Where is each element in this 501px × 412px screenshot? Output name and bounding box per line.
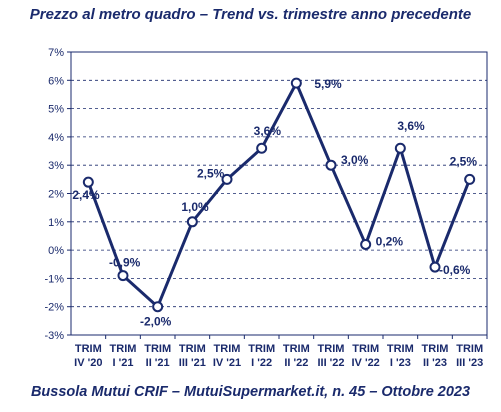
data-point [117,270,129,282]
data-point [256,142,268,154]
y-tick-label: 5% [48,104,64,116]
x-tick-label: III '23 [456,357,483,369]
x-tick-label: TRIM [248,343,275,355]
x-tick-label: TRIM [214,343,241,355]
data-point [464,173,476,185]
data-point [186,216,198,228]
x-tick-label: II '22 [284,357,308,369]
data-point [221,173,233,185]
x-tick-label: TRIM [75,343,102,355]
chart-title: Prezzo al metro quadro – Trend vs. trime… [29,6,472,23]
y-tick-label: 0% [48,245,64,257]
y-tick-label: 7% [48,47,64,59]
data-label: 1,0% [181,200,209,214]
y-tick-label: 3% [48,160,64,172]
data-label: 5,9% [314,77,342,91]
x-tick-label: III '22 [317,357,344,369]
y-tick-label: -3% [44,330,64,342]
x-tick-label: TRIM [110,343,137,355]
data-label: 2,5% [197,166,225,180]
x-tick-label: TRIM [283,343,310,355]
y-tick-label: 6% [48,75,64,87]
data-label: -0,9% [109,256,141,270]
y-tick-label: -2% [44,302,64,314]
data-labels: 2,4% -0,9% -2,0% 1,0% 2,5% 3,6% 5,9% 3,0% 0,2% 3,… [72,77,477,329]
data-label: 3,0% [341,153,369,167]
data-label: 0,2% [376,234,404,248]
x-tick-label: IV '22 [352,357,380,369]
data-label: 3,6% [254,124,282,138]
y-tick-label: 4% [48,132,64,144]
x-tick-label: IV '21 [213,357,241,369]
data-label: -0,6% [439,263,471,277]
data-points [82,77,476,313]
x-tick-label: I '23 [390,357,411,369]
x-tick-label: III '21 [179,357,206,369]
y-tick-labels: -3% -2% -1% 0% 1% 2% 3% 4% 5% 6% 7% [44,47,64,342]
data-point [290,77,302,89]
x-tick-labels: TRIM IV '20 TRIM I '21 TRIM II '21 TRIM III '21… [74,343,483,369]
data-point [429,261,441,273]
x-tick-label: IV '20 [74,357,102,369]
series-line [86,81,472,309]
chart-source: Bussola Mutui CRIF – MutuiSupermarket.it… [30,384,471,400]
data-label: 2,4% [72,188,100,202]
x-tick-label: TRIM [352,343,379,355]
data-point [394,142,406,154]
x-tick-label: I '21 [113,357,134,369]
data-point [152,301,164,313]
x-tick-label: TRIM [318,343,345,355]
y-tick-label: -1% [44,273,64,285]
data-point [82,176,94,188]
x-tick-label: TRIM [422,343,449,355]
y-tick-label: 1% [48,217,64,229]
data-label: -2,0% [140,315,172,329]
axes [67,51,488,339]
x-tick-label: TRIM [456,343,483,355]
x-tick-label: II '23 [423,357,447,369]
x-tick-label: I '22 [251,357,272,369]
x-tick-label: TRIM [387,343,414,355]
x-tick-label: TRIM [144,343,171,355]
data-point [325,159,337,171]
y-tick-label: 2% [48,189,64,201]
x-tick-label: TRIM [179,343,206,355]
data-label: 3,6% [397,119,425,133]
data-point [360,238,372,250]
x-tick-label: II '21 [146,357,170,369]
data-label: 2,5% [450,154,478,168]
series-line [86,81,472,309]
